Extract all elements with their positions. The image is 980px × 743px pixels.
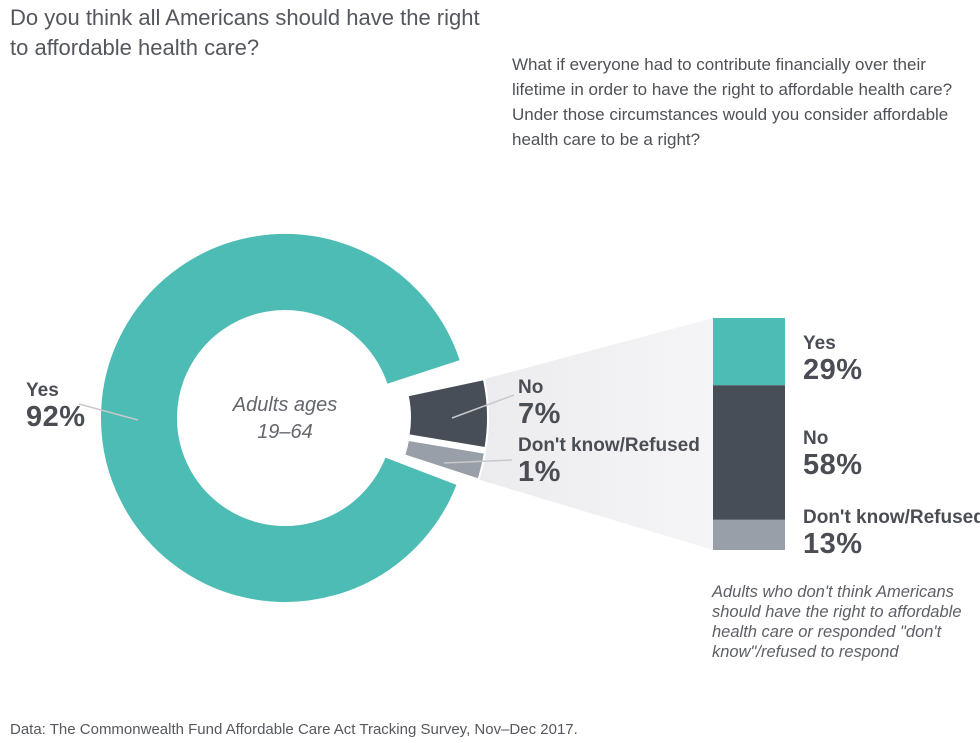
donut-label-dont-know-percent: 1% (518, 456, 561, 488)
bar-label-yes: Yes 29% (803, 332, 863, 386)
donut-center-label-line2: 19–64 (257, 421, 313, 443)
bar-label-no-percent: 58% (803, 449, 863, 481)
bar-label-no: No 58% (803, 427, 863, 481)
bar-label-yes-name: Yes (803, 333, 836, 354)
donut-segment-yes (99, 232, 463, 604)
bar-label-dont-know: Don't know/Refused 13% (803, 506, 980, 560)
bar-footnote: Adults who don't think Americans should … (712, 583, 962, 661)
bar-label-yes-percent: 29% (803, 354, 863, 386)
bar-segment-yes (713, 318, 785, 386)
bar-label-no-name: No (803, 428, 829, 449)
follow-up-question-text: What if everyone had to contribute finan… (512, 55, 953, 149)
donut-segment-no (406, 377, 489, 450)
donut-label-dont-know: Don't know/Refused 1% (518, 434, 718, 488)
page-title: Do you think all Americans should have t… (10, 5, 480, 60)
donut-center-label-line1: Adults ages (232, 394, 338, 416)
bar-segment-don-t-know-refused (713, 519, 785, 550)
donut-label-yes-percent: 92% (26, 401, 86, 433)
data-source-line: Data: The Commonwealth Fund Affordable C… (10, 721, 578, 738)
donut-label-dont-know-name: Don't know/Refused (518, 435, 700, 456)
bar-label-dont-know-percent: 13% (803, 528, 863, 560)
connector-dont-know (443, 459, 513, 464)
bar-label-dont-know-name: Don't know/Refused (803, 507, 980, 528)
donut-label-no: No 7% (518, 376, 561, 430)
donut-center-label: Adults ages 19–64 (165, 392, 405, 446)
donut-label-no-name: No (518, 377, 544, 398)
donut-label-no-percent: 7% (518, 398, 561, 430)
funnel-band (478, 318, 713, 550)
connector-no (451, 394, 515, 419)
donut-label-yes: Yes 92% (26, 379, 86, 433)
connector-yes (78, 403, 139, 421)
donut-label-yes-name: Yes (26, 380, 59, 401)
bar-segment-no (713, 385, 785, 520)
